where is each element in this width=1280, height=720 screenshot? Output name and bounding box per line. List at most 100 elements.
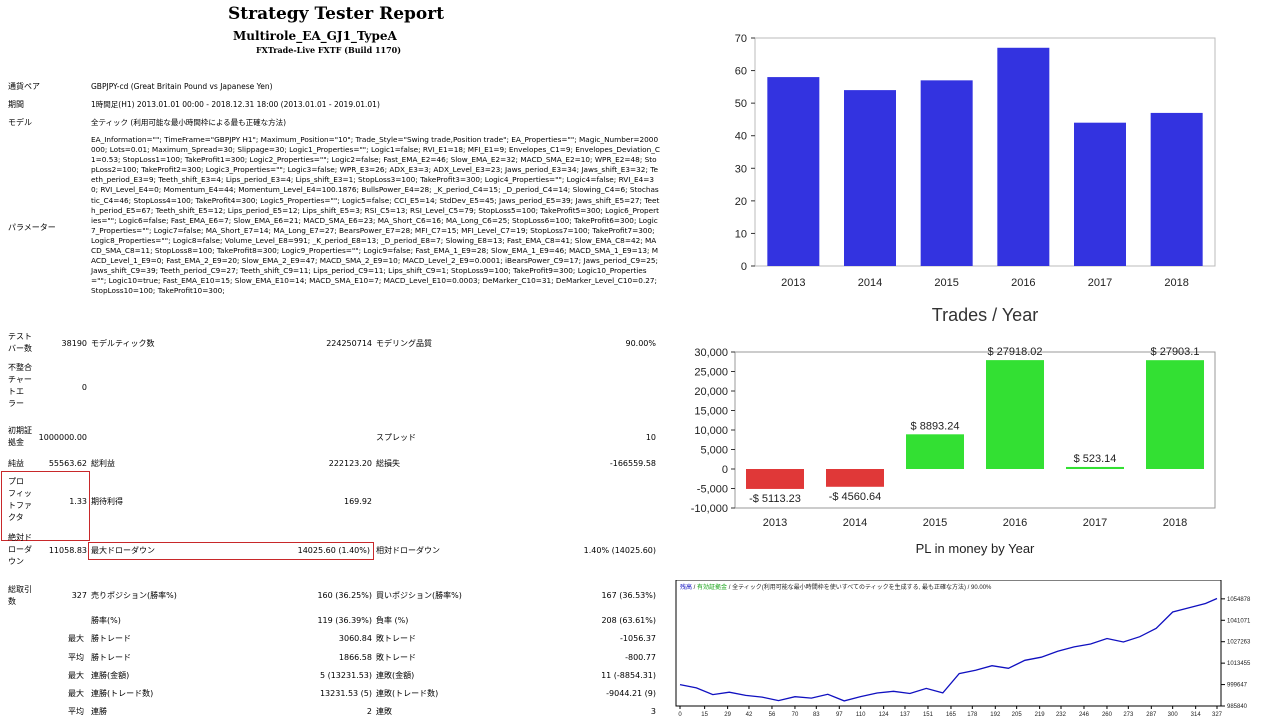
avg-win-value: 1866.58 (338, 653, 372, 662)
bar-2018 (1150, 112, 1203, 267)
x-tick-label: 178 (967, 712, 978, 718)
bar-label: $ 27918.02 (987, 346, 1042, 358)
model-value: 全ティック (利用可能な最小時間枠による最も正確な方法) (91, 118, 287, 127)
header-separator: / (727, 585, 732, 591)
header-separator: / (966, 585, 971, 591)
x-tick-label: 165 (946, 712, 957, 718)
x-tick-label: 219 (1035, 712, 1046, 718)
chart-title: Trades / Year (932, 305, 1038, 325)
avg-prefix: 平均 (68, 653, 84, 662)
bar-label: -$ 4560.64 (829, 491, 882, 503)
ticks-value: 224250714 (326, 339, 372, 348)
symbol-value: GBPJPY-cd (Great Britain Pound vs Japane… (91, 82, 273, 91)
gross-profit-label: 総利益 (91, 459, 115, 468)
errors-value: 0 (81, 383, 87, 392)
avg-wins-value: 2 (366, 707, 372, 716)
y-tick-label: 10 (735, 228, 747, 240)
consec-wins-amt-label: 連勝(金額) (91, 671, 130, 680)
win-value: 119 (36.39%) (317, 616, 372, 625)
errors-label: 不整合 チャー トエ ラー (8, 363, 32, 408)
max-drawdown-highlight (88, 542, 374, 560)
gross-loss-value: -166559.58 (609, 459, 656, 468)
ea-name: Multirole_EA_GJ1_TypeA (233, 29, 397, 43)
x-tick-label: 246 (1079, 712, 1090, 718)
build-info: FXTrade-Live FXTF (Build 1170) (256, 45, 402, 55)
avg-win-label: 勝トレード (91, 653, 131, 662)
largest-win-value: 3060.84 (338, 634, 372, 643)
avg-losses-value: 3 (650, 707, 656, 716)
bar-2015 (906, 434, 964, 469)
y-tick-label: 30,000 (694, 347, 728, 359)
trades-per-year-chart: 0 10 20 30 40 50 60 70 2013 2014 2015 2016 2017 2018 T… (735, 33, 1216, 325)
x-tick-label: 273 (1123, 712, 1134, 718)
largest-loss-value: -1056.37 (620, 634, 656, 643)
long-label: 買いポジション(勝率%) (376, 591, 462, 600)
avg-loss-value: -800.77 (625, 653, 656, 662)
bar-2013 (746, 469, 804, 489)
y-tick-label: 30 (735, 163, 747, 175)
bar-2017 (1066, 466, 1124, 469)
expected-value: 169.92 (344, 497, 372, 506)
header-part: 90.00% (971, 585, 992, 591)
bar-2014 (826, 469, 884, 487)
consec-losses-cnt-value: -9044.21 (9) (606, 689, 656, 698)
x-tick-label: 327 (1212, 712, 1223, 718)
x-tick-label: 56 (769, 712, 776, 718)
model-label: モデル (8, 118, 32, 127)
gross-loss-label: 総損失 (376, 459, 400, 468)
bar-2018 (1146, 360, 1204, 469)
x-tick-label: 70 (792, 712, 799, 718)
ticks-label: モデルティック数 (91, 339, 155, 348)
quality-label: モデリング品質 (376, 339, 432, 348)
y-tick-label: 25,000 (694, 367, 728, 379)
avg-wins-label: 連勝 (91, 707, 107, 716)
bars-label: テスト バー数 (8, 332, 32, 353)
balance-line (679, 597, 1218, 702)
expected-label: 期待利得 (91, 497, 123, 506)
deposit-label: 初期証 拠金 (8, 426, 32, 447)
x-tick-label: 151 (923, 712, 934, 718)
x-tick-label: 205 (1012, 712, 1023, 718)
max-prefix-3: 最大 (68, 689, 84, 698)
y-tick-label: 50 (735, 98, 747, 110)
x-tick-label: 2015 (923, 517, 947, 529)
period-label: 期間 (8, 100, 24, 109)
x-tick-label: 2017 (1088, 277, 1112, 289)
bar-label: -$ 5113.23 (749, 493, 801, 505)
x-tick-label: 2015 (934, 277, 958, 289)
max-prefix-2: 最大 (68, 671, 84, 680)
y-tick-label: -5,000 (697, 484, 728, 496)
quality-value: 90.00% (625, 339, 656, 348)
bar-2015 (920, 80, 973, 266)
header-separator: / (692, 585, 697, 591)
consec-wins-cnt-value: 13231.53 (5) (319, 689, 372, 698)
x-tick-label: 2014 (858, 277, 882, 289)
bars-value: 38190 (61, 339, 87, 348)
plot-frame (675, 580, 1222, 707)
abs-dd-label: 絶対ド ローダ ウン (8, 533, 32, 566)
spread-label: スプレッド (376, 433, 416, 442)
pf-value: 1.33 (69, 497, 87, 506)
consec-losses-amt-value: 11 (-8854.31) (601, 671, 656, 680)
period-value: 1時間足(H1) 2013.01.01 00:00 - 2018.12.31 1… (91, 100, 380, 109)
gross-profit-value: 222123.20 (328, 459, 372, 468)
net-label: 純益 (8, 459, 24, 468)
chart-title: PL in money by Year (916, 541, 1035, 556)
y-tick-label: 10,000 (694, 425, 728, 437)
rel-dd-label: 相対ドローダウン (376, 546, 440, 555)
y-tick-label: 1054878 (1227, 597, 1251, 603)
y-tick-label: -10,000 (691, 503, 728, 515)
x-tick-label: 29 (724, 712, 731, 718)
header-part: 全ティック(利用可能な最小時間枠を使いすべてのティックを生成する, 最も正確な方… (732, 583, 966, 591)
short-label: 売りポジション(勝率%) (91, 591, 177, 600)
plot-frame (734, 351, 1216, 509)
y-tick-label: 40 (735, 131, 747, 143)
x-tick-label: 287 (1146, 712, 1157, 718)
y-tick-label: 60 (735, 66, 747, 78)
x-tick-label: 192 (990, 712, 1001, 718)
spread-value: 10 (645, 433, 656, 442)
x-tick-label: 2013 (781, 277, 805, 289)
y-tick-label: 1041071 (1227, 618, 1251, 624)
x-tick-label: 0 (678, 712, 682, 718)
y-tick-label: 0 (722, 464, 728, 476)
